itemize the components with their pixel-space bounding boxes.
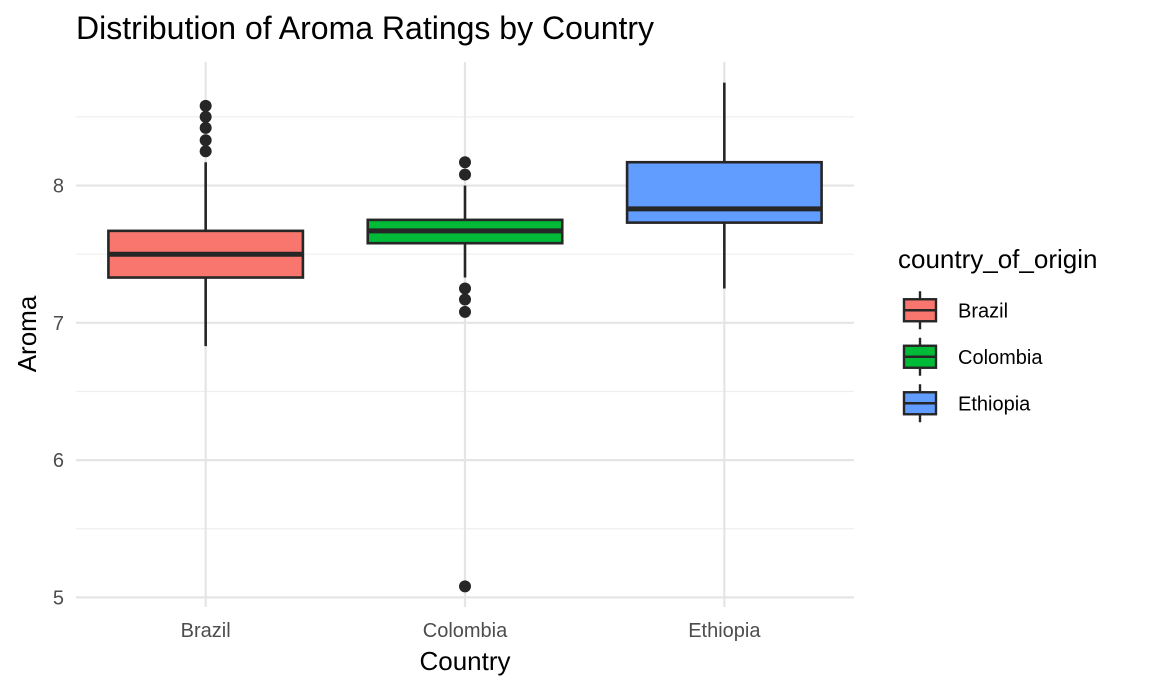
legend: country_of_origin Brazil Colombia Ethiopia	[898, 244, 1097, 423]
outlier-point	[459, 282, 471, 295]
box-ethiopia	[625, 82, 823, 289]
y-tick-label: 7	[53, 313, 64, 335]
outlier-point	[459, 168, 471, 181]
y-axis-title: Aroma	[12, 295, 42, 372]
y-tick-label: 5	[53, 587, 64, 609]
outlier-point	[199, 110, 212, 123]
outlier-point	[459, 156, 471, 169]
x-tick-label: Colombia	[423, 620, 508, 642]
legend-label: Colombia	[958, 347, 1043, 369]
box-colombia	[366, 156, 564, 593]
y-tick-label: 8	[53, 176, 64, 198]
outlier-point	[199, 145, 212, 158]
grid	[76, 62, 854, 607]
y-tick-label: 6	[53, 450, 64, 472]
y-axis-ticks: 5 6 7 8	[53, 176, 64, 610]
legend-label: Brazil	[958, 300, 1008, 322]
outlier-point	[199, 99, 212, 112]
x-axis-ticks: Brazil Colombia Ethiopia	[181, 620, 762, 642]
x-tick-label: Ethiopia	[688, 620, 761, 642]
legend-item-colombia: Colombia	[902, 337, 1043, 376]
iqr-box	[625, 160, 823, 224]
outlier-point	[199, 134, 212, 147]
legend-title: country_of_origin	[898, 244, 1097, 274]
outlier-point	[459, 305, 471, 318]
outlier-point	[459, 580, 471, 593]
outlier-point	[199, 121, 212, 134]
chart-title: Distribution of Aroma Ratings by Country	[76, 10, 654, 46]
legend-items: Brazil Colombia Ethiopia	[902, 291, 1043, 423]
boxes	[107, 82, 823, 593]
x-axis-title: Country	[419, 646, 510, 676]
x-tick-label: Brazil	[181, 620, 231, 642]
legend-label: Ethiopia	[958, 393, 1031, 415]
outlier-point	[459, 293, 471, 306]
legend-item-ethiopia: Ethiopia	[902, 384, 1031, 423]
box-brazil	[107, 99, 305, 347]
legend-item-brazil: Brazil	[902, 291, 1008, 330]
